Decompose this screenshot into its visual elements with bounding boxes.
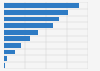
Bar [4, 23, 53, 28]
Bar [4, 17, 59, 21]
Bar [4, 63, 5, 68]
Bar [4, 43, 21, 48]
Bar [4, 36, 30, 41]
Bar [4, 30, 38, 35]
Bar [4, 50, 15, 54]
Bar [4, 10, 68, 15]
Bar [4, 56, 7, 61]
Bar [4, 3, 79, 8]
